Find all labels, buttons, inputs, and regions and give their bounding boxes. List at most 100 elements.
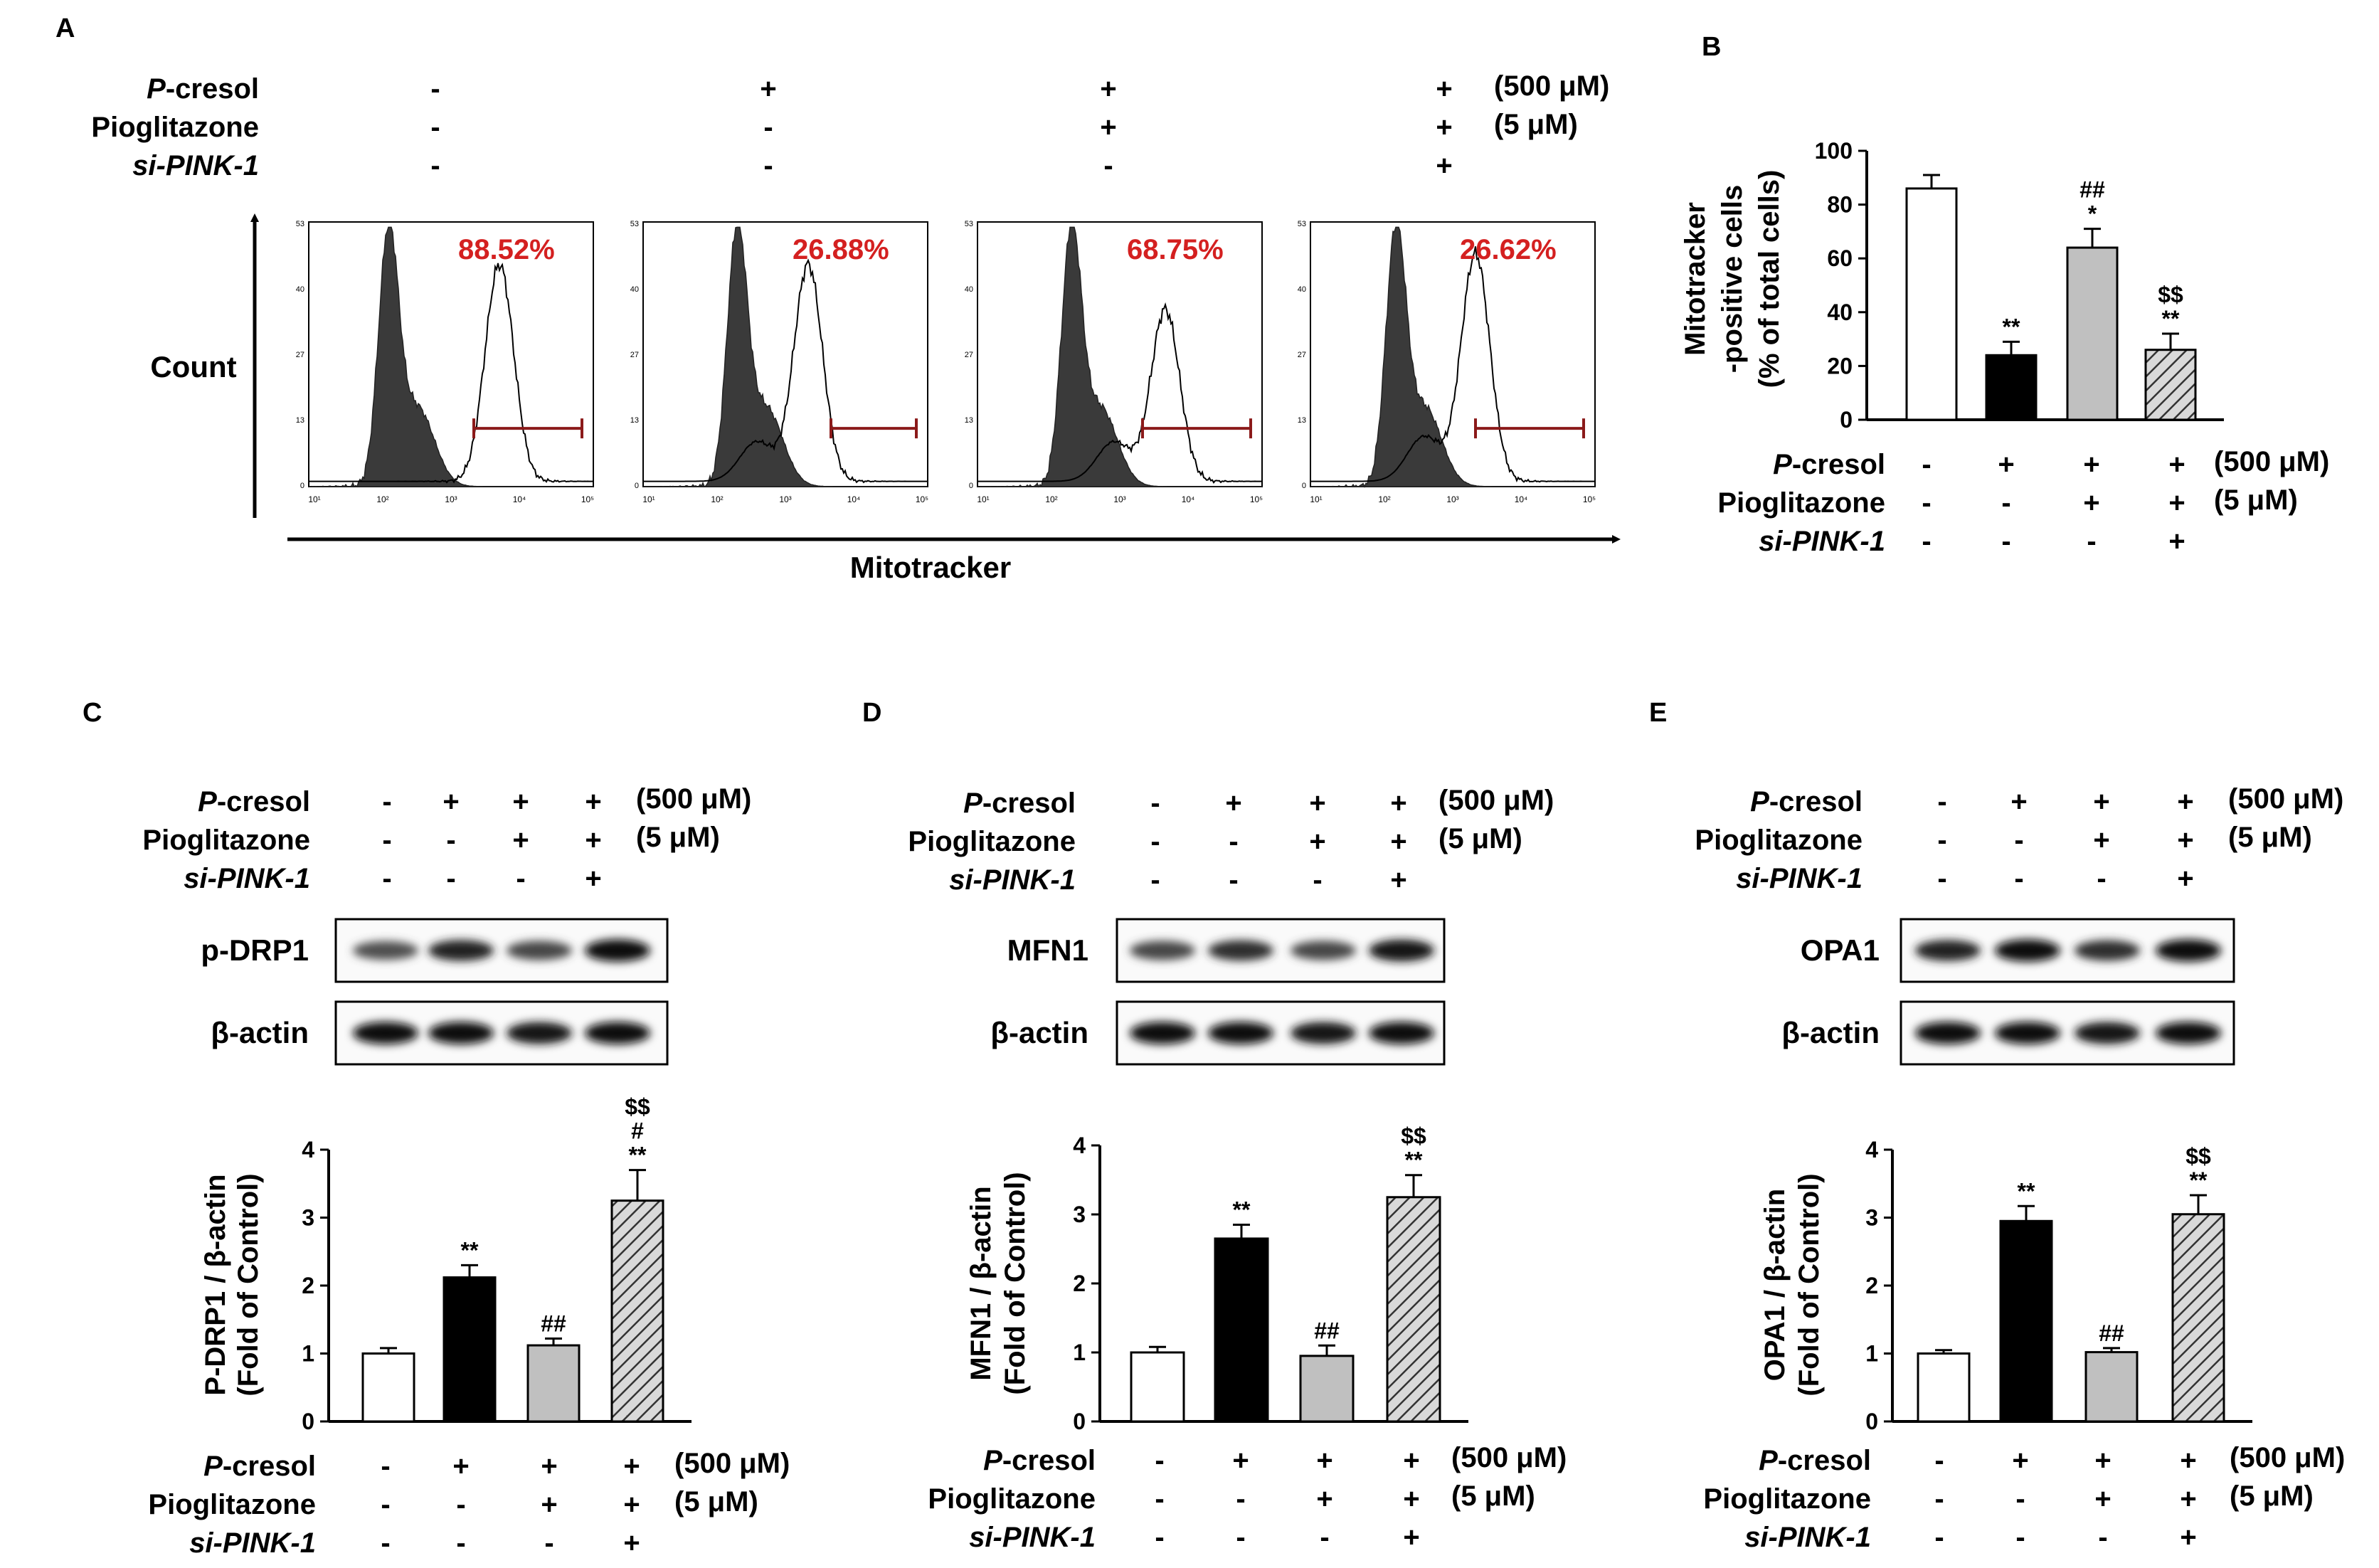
table-c-top-sign-1-3: + [585, 825, 601, 856]
bar-2 [1999, 1219, 2053, 1423]
table-e-top-row-label-1: Pioglitazone [1695, 825, 1863, 856]
table-a-sign-1-1: - [763, 112, 773, 143]
chart-c: 0 1 2 3 4 P-DRP1 / β-actin (Fold of Control) **… [200, 1094, 692, 1434]
y-tick-label: 20 [1827, 353, 1853, 378]
table-d-bottom-unit-1: (5 μM) [1451, 1480, 1535, 1512]
y-tick-label: 0 [1865, 1409, 1878, 1434]
table-c-top-sign-1-1: - [446, 825, 455, 856]
blot-band [1915, 1022, 1981, 1044]
y-axis-label: OPA1 / β-actin [1759, 1189, 1791, 1381]
blot-band [2075, 940, 2140, 961]
blot-band [353, 941, 418, 960]
table-d-top-sign-0-0: - [1150, 788, 1160, 819]
table-a-sign-2-1: - [763, 150, 773, 181]
blot-p-drp1: p-DRP1 β-actin [201, 918, 669, 1066]
blot-band [1208, 940, 1273, 961]
bar-4 [2144, 349, 2197, 421]
table-a-sign-2-2: - [1103, 150, 1113, 181]
table-d-bottom-row-label-1: Pioglitazone [928, 1483, 1096, 1515]
table-c-top-sign-1-2: + [512, 825, 529, 856]
table-b-row-label-2: si-PINK-1 [1759, 526, 1885, 557]
significance-mark: $$ [625, 1094, 650, 1120]
blot-band [585, 1022, 650, 1044]
table-c-top-sign-2-0: - [382, 863, 391, 894]
table-c-bottom-sign-1-3: + [623, 1489, 640, 1520]
unstained-histogram [309, 226, 593, 488]
blot-band [1291, 1022, 1356, 1044]
y-tick-label: 1 [1865, 1341, 1878, 1367]
histogram-x-tick: 10¹ [977, 494, 989, 504]
y-tick-label: 2 [1865, 1273, 1878, 1298]
significance-mark: ## [2099, 1320, 2124, 1346]
bar-3 [526, 1344, 581, 1423]
gate-percentage: 88.52% [458, 234, 555, 265]
table-a-sign-0-0: - [430, 73, 440, 105]
table-e-bottom-sign-1-2: + [2094, 1483, 2111, 1515]
table-d-top-unit-0: (500 μM) [1438, 785, 1554, 816]
table-d-top-sign-2-0: - [1150, 864, 1160, 896]
mitotracker-histogram [643, 258, 928, 484]
table-e-bottom-sign-0-2: + [2094, 1445, 2111, 1476]
table-d-bottom-sign-0-1: + [1232, 1445, 1249, 1476]
blot-band [1369, 939, 1434, 962]
histogram-y-tick: 27 [296, 351, 304, 359]
significance-mark: ** [1233, 1197, 1251, 1223]
table-d-top-sign-1-2: + [1309, 826, 1325, 857]
table-c-top-unit-0: (500 μM) [636, 783, 751, 815]
table-d-top-sign-1-1: - [1229, 826, 1238, 857]
table-c-bottom-sign-2-2: - [544, 1527, 553, 1559]
table-c-top-sign-0-0: - [382, 786, 391, 817]
table-c-top-row-label-0: P-cresol [198, 786, 310, 817]
table-e-top-sign-1-2: + [2093, 825, 2109, 856]
y-tick-label: 0 [1840, 407, 1853, 433]
table-a-sign-2-0: - [430, 150, 440, 181]
significance-mark: ** [2190, 1167, 2208, 1193]
blot-band [1369, 1022, 1434, 1044]
table-d-bottom-row-label-2: si-PINK-1 [969, 1522, 1096, 1553]
significance-mark: ## [2079, 177, 2105, 203]
histogram-x-tick: 10¹ [1310, 494, 1322, 504]
y-tick-label: 2 [302, 1273, 314, 1298]
y-tick-label: 1 [302, 1341, 314, 1367]
y-axis-label: Mitotracker [1680, 202, 1711, 356]
significance-mark: ** [2162, 306, 2180, 332]
y-tick-label: 3 [1073, 1202, 1086, 1227]
table-d-bottom-sign-1-3: + [1403, 1483, 1419, 1515]
table-a-sign-1-3: + [1436, 112, 1452, 143]
table-c-top-sign-0-2: + [512, 786, 529, 817]
panel-letter-c: C [83, 698, 102, 728]
blot-opa1: OPA1 β-actin [1781, 918, 2235, 1066]
table-e-bottom-sign-0-1: + [2012, 1445, 2028, 1476]
histogram-x-tick: 10⁵ [581, 494, 594, 504]
table-a-unit-1: (5 μM) [1494, 109, 1578, 140]
panel-letter-a: A [55, 14, 75, 43]
y-axis-label: (Fold of Control) [1793, 1173, 1825, 1396]
gate-percentage: 26.88% [793, 234, 889, 265]
table-a-row-label-2: si-PINK-1 [132, 150, 259, 181]
significance-mark: ## [541, 1310, 566, 1336]
table-b-sign-0-1: + [1998, 449, 2014, 480]
table-d-top-sign-0-2: + [1309, 788, 1325, 819]
table-d-top-sign-0-1: + [1225, 788, 1241, 819]
blot-band [428, 940, 494, 961]
bar-3 [2066, 246, 2119, 421]
table-c-top-row-label-2: si-PINK-1 [184, 863, 310, 894]
table-e-bottom-sign-1-3: + [2180, 1483, 2196, 1515]
bar-4 [610, 1199, 664, 1423]
y-tick-label: 2 [1073, 1271, 1086, 1296]
table-c-bottom-sign-1-1: - [456, 1489, 465, 1520]
table-c-bottom-unit-0: (500 μM) [674, 1448, 790, 1479]
table-a-sign-0-2: + [1100, 73, 1116, 105]
table-e-top-sign-2-1: - [2014, 863, 2023, 894]
chart-d: 0 1 2 3 4 MFN1 / β-actin (Fold of Control) ** ##… [965, 1123, 1468, 1434]
bar-1 [1130, 1351, 1185, 1423]
histogram-x-tick: 10⁵ [1583, 494, 1596, 504]
table-b-sign-1-2: + [2083, 487, 2099, 519]
table-a-row-label-1: Pioglitazone [91, 112, 259, 143]
table-a-sign-0-1: + [760, 73, 776, 105]
unstained-histogram [977, 226, 1262, 488]
table-b-sign-2-1: - [2001, 526, 2010, 557]
histogram-3: 53 40 27 13 0 10¹ 10² 10³ 10⁴ 10⁵ 68.75% [965, 220, 1263, 504]
blot-band [507, 941, 572, 960]
